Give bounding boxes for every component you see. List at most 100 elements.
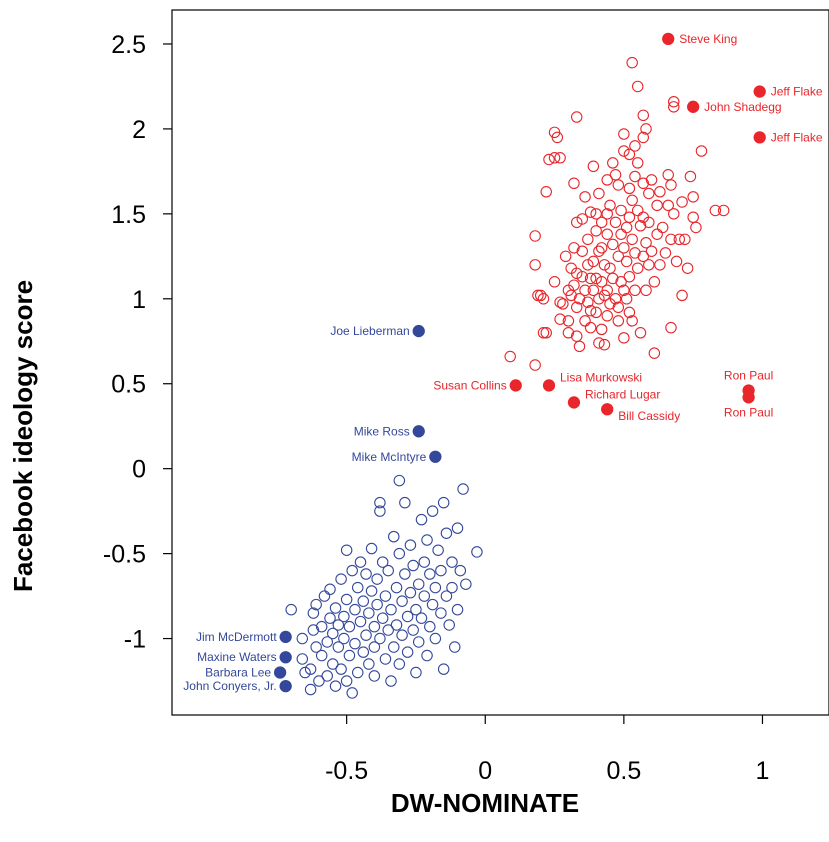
y-axis: -1 -0.5 0 0.5 1 1.5 2 2.5 xyxy=(103,31,172,654)
data-point xyxy=(415,612,428,624)
data-point xyxy=(379,590,392,602)
data-point xyxy=(382,624,394,636)
data-point xyxy=(376,556,389,568)
data-point xyxy=(673,233,686,246)
data-point xyxy=(645,245,658,257)
data-point xyxy=(374,632,386,645)
data-point xyxy=(687,191,699,203)
point-label: John Shadegg xyxy=(704,100,781,114)
data-point xyxy=(346,687,358,699)
data-point xyxy=(376,612,389,624)
data-point xyxy=(537,327,550,339)
data-point xyxy=(399,496,411,509)
labeled-point xyxy=(567,396,581,409)
data-point xyxy=(529,259,541,271)
data-point xyxy=(401,610,414,623)
data-point xyxy=(534,289,547,302)
point-label: Joe Lieberman xyxy=(330,324,409,338)
data-point xyxy=(631,157,644,169)
data-point xyxy=(668,95,680,108)
point-label: Lisa Murkowski xyxy=(560,370,642,384)
data-point xyxy=(365,542,378,555)
data-point xyxy=(607,157,619,169)
data-point xyxy=(418,590,431,602)
data-point xyxy=(612,250,625,263)
data-point xyxy=(324,583,336,596)
data-point xyxy=(607,238,619,251)
data-point xyxy=(390,581,403,594)
data-point xyxy=(329,680,342,692)
data-point xyxy=(415,513,428,526)
y-tick-label: 1.5 xyxy=(111,201,146,229)
data-point xyxy=(668,208,680,220)
data-point xyxy=(396,595,408,607)
data-point xyxy=(631,80,644,93)
data-point xyxy=(584,272,597,285)
data-point xyxy=(410,666,422,679)
data-point xyxy=(590,306,602,319)
data-point xyxy=(717,204,730,217)
data-point xyxy=(690,221,702,234)
data-point xyxy=(532,289,544,302)
data-point xyxy=(399,568,411,580)
data-point xyxy=(593,293,605,305)
data-point xyxy=(665,321,677,334)
data-point xyxy=(626,194,638,207)
data-point xyxy=(601,228,613,240)
data-point xyxy=(340,544,353,556)
data-point xyxy=(651,228,663,240)
data-point xyxy=(554,313,566,325)
data-point xyxy=(709,204,722,217)
point-label: Maxine Waters xyxy=(197,650,277,664)
y-tick-label: -0.5 xyxy=(103,541,146,569)
data-point xyxy=(568,279,580,291)
data-point xyxy=(595,242,608,254)
data-point xyxy=(576,213,589,225)
data-point xyxy=(385,675,397,687)
data-point xyxy=(379,653,392,665)
data-point xyxy=(562,315,575,327)
data-point xyxy=(393,474,406,487)
data-point xyxy=(609,216,622,229)
x-axis: -0.5 0 0.5 1 xyxy=(325,715,769,785)
data-point xyxy=(296,653,309,665)
data-point xyxy=(590,225,602,237)
data-point xyxy=(457,483,469,495)
data-point xyxy=(451,522,464,534)
data-point xyxy=(659,247,672,259)
data-point xyxy=(504,350,516,363)
data-point xyxy=(335,663,347,675)
data-point xyxy=(568,242,580,254)
data-point xyxy=(643,216,655,229)
data-point xyxy=(579,191,591,203)
labeled-point xyxy=(279,651,292,664)
data-point xyxy=(437,496,450,509)
data-point xyxy=(440,590,453,602)
data-point xyxy=(665,179,677,191)
data-point xyxy=(648,276,661,288)
data-point xyxy=(629,247,641,259)
data-point xyxy=(371,598,383,611)
data-point xyxy=(618,242,630,254)
data-point xyxy=(684,170,697,183)
data-point xyxy=(651,199,663,212)
data-point xyxy=(304,683,317,696)
data-point xyxy=(584,206,597,218)
data-point xyxy=(640,123,652,135)
data-point xyxy=(601,208,613,220)
data-point xyxy=(382,564,394,577)
data-point xyxy=(612,301,625,314)
labeled-point xyxy=(687,100,700,113)
data-point xyxy=(626,233,638,246)
data-point xyxy=(404,539,417,551)
data-point xyxy=(335,573,347,585)
data-point xyxy=(340,675,353,687)
data-point xyxy=(324,612,336,624)
data-point xyxy=(570,301,583,314)
data-point xyxy=(604,199,616,212)
plot-frame xyxy=(171,9,829,716)
data-point xyxy=(598,259,611,271)
data-point xyxy=(421,649,433,662)
data-point xyxy=(390,619,403,631)
